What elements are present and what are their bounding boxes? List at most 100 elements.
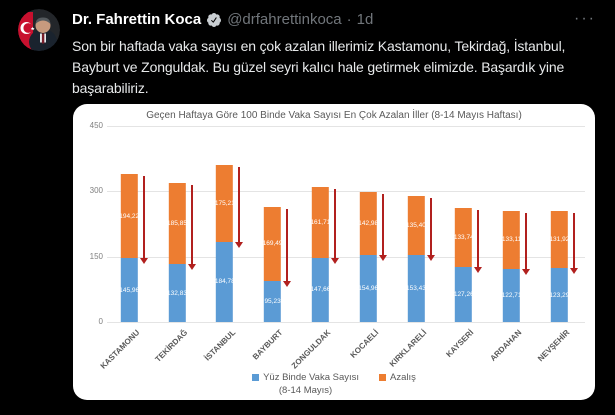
stacked-bar: 161,71 147,66 <box>310 187 331 322</box>
bar-group-ardahan: 133,11 122,71 ARDAHAN <box>489 126 537 363</box>
incidence-value-label: 127,26 <box>453 290 474 298</box>
arrow-line <box>477 210 480 268</box>
stacked-bar: 135,40 153,43 <box>406 196 426 322</box>
incidence-segment: 122,71 <box>501 268 522 322</box>
decrease-arrow-icon <box>331 189 340 264</box>
verified-badge-icon <box>207 12 222 27</box>
legend-item-incidence: Yüz Binde Vaka Sayısı (8-14 Mayıs) <box>252 372 359 396</box>
decrease-segment: 131,92 <box>549 210 570 269</box>
bar-group-kocaeli: 142,98 154,96 KOCAELİ <box>346 126 394 360</box>
tweet-media-chart[interactable]: Geçen Haftaya Göre 100 Binde Vaka Sayısı… <box>73 104 595 400</box>
decrease-arrow-icon <box>235 167 244 248</box>
decrease-value-label: 194,22 <box>119 212 140 220</box>
incidence-segment: 95,23 <box>264 280 282 322</box>
incidence-value-label: 95,23 <box>264 297 281 305</box>
arrow-line <box>190 185 193 266</box>
plot-area: 194,22 145,96 KASTAMONU 185,85 132,83 TEKİRDA… <box>99 126 585 371</box>
stacked-bar: 194,22 145,96 <box>119 173 140 322</box>
avatar-photo <box>18 9 60 51</box>
arrow-line <box>381 194 384 256</box>
incidence-segment: 127,26 <box>453 266 474 322</box>
stacked-bar: 133,74 127,26 <box>453 208 474 322</box>
arrow-line <box>286 208 289 282</box>
decrease-arrow-icon <box>187 185 196 271</box>
timestamp[interactable]: 1d <box>356 10 374 28</box>
stacked-bar: 169,49 95,23 <box>263 206 283 322</box>
bar-group-kastamonu: 194,22 145,96 KASTAMONU <box>99 126 155 371</box>
incidence-segment: 123,29 <box>549 268 569 322</box>
decrease-arrow-icon <box>522 212 531 275</box>
decrease-arrow-icon <box>426 198 435 262</box>
gridline <box>107 191 585 193</box>
arrow-head <box>522 268 531 275</box>
y-axis-tick: 450 <box>89 121 103 130</box>
bar-group-zonguldak: 161,71 147,66 ZONGULDAK <box>290 126 346 371</box>
user-handle[interactable]: @drfahrettinkoca <box>227 10 342 28</box>
incidence-segment: 154,96 <box>358 254 379 322</box>
gridline <box>107 256 585 258</box>
gridline <box>107 126 585 127</box>
incidence-segment: 132,83 <box>167 264 187 322</box>
stacked-bar: 133,11 122,71 <box>501 210 522 322</box>
incidence-value-label: 147,66 <box>310 286 331 294</box>
tweet: Dr. Fahrettin Koca @drfahrettinkoca · 1d… <box>72 9 600 99</box>
legend-swatch-orange <box>379 374 387 381</box>
incidence-value-label: 153,43 <box>406 285 426 293</box>
decrease-segment: 142,98 <box>358 192 379 255</box>
incidence-value-label: 154,96 <box>358 284 379 292</box>
incidence-segment: 147,66 <box>310 257 331 322</box>
tweet-text: Son bir haftada vaka sayısı en çok azala… <box>72 38 566 96</box>
decrease-segment: 169,49 <box>263 206 283 281</box>
stacked-bar: 175,21 184,78 <box>214 165 235 322</box>
decrease-arrow-icon <box>474 210 483 273</box>
legend-label: Yüz Binde Vaka Sayısı <box>263 372 360 383</box>
bar-group-kırklareli: 135,40 153,43 KIRKLARELİ <box>387 126 442 369</box>
decrease-value-label: 131,92 <box>549 236 570 244</box>
decrease-segment: 135,40 <box>406 196 426 256</box>
gridline <box>107 322 585 323</box>
arrow-line <box>573 212 576 270</box>
decrease-segment: 175,21 <box>214 165 235 242</box>
decrease-segment: 133,11 <box>501 210 522 269</box>
decrease-value-label: 133,74 <box>453 233 474 241</box>
incidence-segment: 153,43 <box>406 255 426 322</box>
bar-group-istanbul: 175,21 184,78 İSTANBUL <box>202 126 251 363</box>
tweet-header: Dr. Fahrettin Koca @drfahrettinkoca · 1d… <box>72 9 600 29</box>
arrow-head <box>187 264 196 271</box>
arrow-line <box>238 167 241 243</box>
avatar[interactable] <box>18 9 60 51</box>
arrow-head <box>378 254 387 261</box>
legend-label: Azalış <box>390 372 416 383</box>
decrease-value-label: 161,71 <box>310 218 331 226</box>
bar-group-bayburt: 169,49 95,23 BAYBURT <box>250 126 298 361</box>
decrease-segment: 194,22 <box>119 173 140 259</box>
legend-sublabel: (8-14 Mayıs) <box>278 385 333 396</box>
y-axis-tick: 150 <box>89 251 103 261</box>
legend-swatch-blue <box>252 374 260 381</box>
decrease-value-label: 142,98 <box>358 219 379 227</box>
more-options-icon[interactable]: ··· <box>574 10 596 27</box>
chart-title: Geçen Haftaya Göre 100 Binde Vaka Sayısı… <box>146 110 522 121</box>
arrow-head <box>331 257 340 264</box>
decrease-value-label: 135,40 <box>406 222 426 230</box>
stacked-bar: 185,85 132,83 <box>167 183 187 322</box>
incidence-segment: 145,96 <box>119 258 139 322</box>
y-axis-tick: 0 <box>98 317 103 326</box>
decrease-value-label: 133,11 <box>501 236 522 244</box>
y-axis-tick: 300 <box>89 186 103 196</box>
arrow-line <box>334 189 337 259</box>
arrow-head <box>474 266 483 273</box>
arrow-head <box>570 268 579 275</box>
incidence-value-label: 132,83 <box>167 289 187 297</box>
dot-separator: · <box>346 10 352 28</box>
decrease-arrow-icon <box>139 175 148 265</box>
decrease-value-label: 175,21 <box>214 199 235 207</box>
arrow-line <box>429 198 432 257</box>
display-name[interactable]: Dr. Fahrettin Koca <box>72 10 202 28</box>
stacked-bar: 142,98 154,96 <box>358 192 379 322</box>
bar-group-nevşehir: 131,92 123,29 NEVŞEHİR <box>536 126 585 363</box>
incidence-value-label: 122,71 <box>501 291 522 299</box>
decrease-segment: 161,71 <box>310 187 331 258</box>
decrease-arrow-icon <box>283 208 292 287</box>
